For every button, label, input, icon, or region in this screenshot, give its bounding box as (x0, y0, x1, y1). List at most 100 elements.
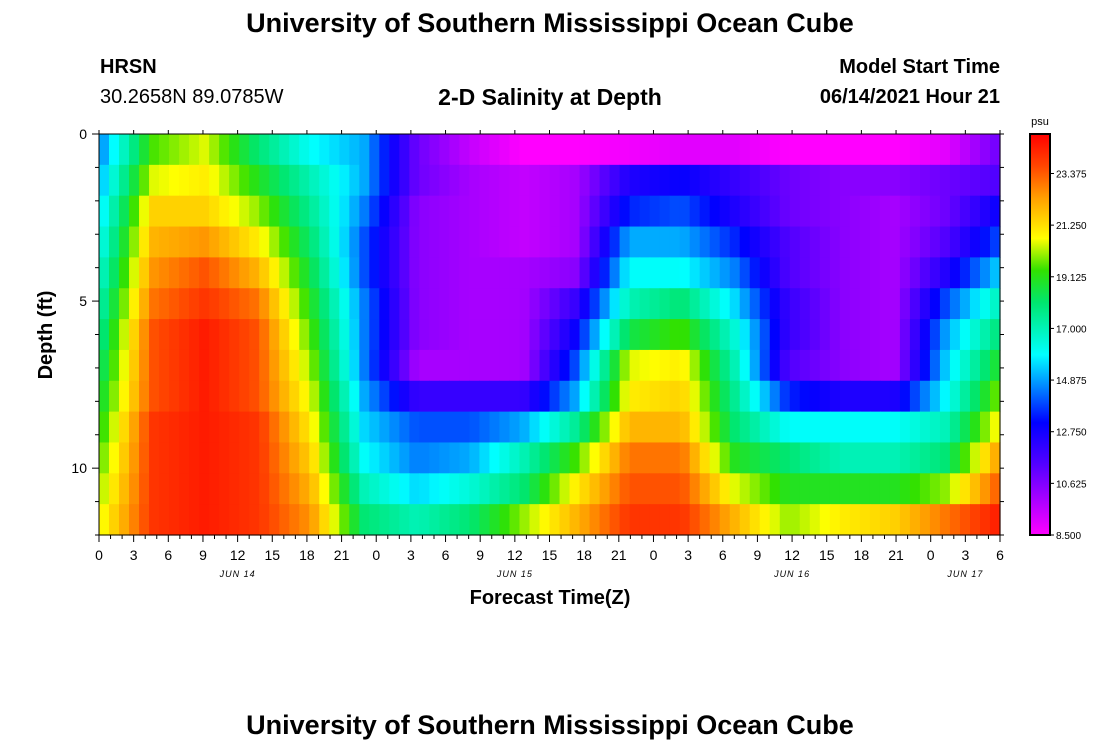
heatmap-cell (179, 411, 190, 444)
heatmap-cell (979, 319, 991, 351)
heatmap-cell (639, 380, 651, 413)
heatmap-cell (189, 164, 200, 197)
heatmap-cell (379, 319, 390, 351)
heatmap-cell (379, 226, 390, 258)
heatmap-cell (869, 473, 881, 505)
heatmap-cell (629, 442, 641, 474)
heatmap-cell (839, 504, 851, 536)
heatmap-cell (619, 288, 631, 320)
heatmap-cell (669, 349, 681, 382)
heatmap-cell (599, 288, 611, 320)
heatmap-cell (929, 288, 941, 320)
heatmap-cell (519, 411, 531, 444)
heatmap-cell (629, 473, 641, 505)
heatmap-cell (599, 380, 611, 413)
heatmap-cell (129, 380, 140, 413)
heatmap-cell (519, 380, 531, 413)
heatmap-cell (889, 195, 901, 228)
heatmap-cell (549, 319, 561, 351)
heatmap-cell (889, 164, 901, 197)
heatmap-cell (119, 504, 130, 536)
heatmap-cell (319, 134, 330, 166)
heatmap-cell (399, 164, 410, 197)
heatmap-cell (689, 257, 701, 289)
heatmap-cell (629, 195, 641, 228)
heatmap-cell (439, 164, 450, 197)
heatmap-cell (769, 164, 781, 197)
heatmap-cell (639, 319, 651, 351)
heatmap-cell (159, 411, 170, 444)
heatmap-cell (409, 380, 420, 413)
heatmap-cell (879, 164, 891, 197)
heatmap-cell (449, 257, 460, 289)
heatmap-cell (909, 195, 921, 228)
heatmap-cell (939, 504, 951, 536)
heatmap-cell (829, 504, 841, 536)
heatmap-cell (569, 411, 581, 444)
heatmap-cell (209, 195, 220, 228)
heatmap-cell (459, 504, 471, 536)
heatmap-cell (269, 195, 280, 228)
heatmap-cell (559, 134, 571, 166)
heatmap-cell (819, 473, 831, 505)
heatmap-cell (979, 164, 991, 197)
heatmap-cell (789, 319, 801, 351)
heatmap-cell (619, 134, 631, 166)
heatmap-cell (269, 380, 280, 413)
heatmap-cell (289, 319, 300, 351)
heatmap-cell (739, 288, 751, 320)
heatmap-cell (439, 380, 450, 413)
heatmap-cell (249, 442, 260, 474)
heatmap-cell (309, 380, 320, 413)
heatmap-cell (229, 195, 240, 228)
heatmap-cell (359, 473, 370, 505)
heatmap-cell (379, 288, 390, 320)
heatmap-cell (759, 380, 771, 413)
heatmap-cell (879, 257, 891, 289)
heatmap-cell (659, 164, 671, 197)
heatmap-cell (159, 134, 170, 166)
heatmap-cell (709, 411, 721, 444)
heatmap-cell (819, 195, 831, 228)
heatmap-cell (589, 319, 601, 351)
heatmap-cell (359, 319, 370, 351)
heatmap-cell (549, 380, 561, 413)
colorbar-label: 10.625 (1056, 479, 1087, 490)
heatmap-cell (379, 504, 390, 536)
heatmap-cell (409, 195, 420, 228)
heatmap-cell (189, 411, 200, 444)
heatmap-cell (189, 504, 200, 536)
heatmap-cell (649, 195, 661, 228)
heatmap-cell (279, 257, 290, 289)
heatmap-cell (699, 257, 711, 289)
heatmap-cell (489, 349, 501, 382)
heatmap-cell (949, 134, 961, 166)
heatmap-cell (529, 164, 541, 197)
heatmap-cell (149, 195, 160, 228)
heatmap-cell (769, 473, 781, 505)
x-tick-label: 0 (372, 547, 380, 563)
heatmap-cell (789, 349, 801, 382)
heatmap-cell (799, 195, 811, 228)
heatmap-cell (189, 319, 200, 351)
heatmap-cell (819, 442, 831, 474)
heatmap-cell (239, 134, 250, 166)
heatmap-cell (569, 195, 581, 228)
heatmap-cell (599, 442, 611, 474)
heatmap-cell (419, 134, 430, 166)
heatmap-cell (609, 411, 621, 444)
heatmap-cell (709, 380, 721, 413)
heatmap-cell (259, 411, 270, 444)
heatmap-cell (939, 164, 951, 197)
heatmap-cell (309, 226, 320, 258)
heatmap-cell (299, 504, 310, 536)
heatmap-cell (849, 164, 861, 197)
heatmap-cell (559, 411, 571, 444)
heatmap-cell (659, 319, 671, 351)
heatmap-cell (869, 226, 881, 258)
heatmap-cell (969, 257, 981, 289)
heatmap-cell (539, 288, 551, 320)
footer-title: University of Southern Mississippi Ocean… (246, 710, 854, 740)
heatmap-cell (159, 288, 170, 320)
heatmap-cell (309, 349, 320, 382)
